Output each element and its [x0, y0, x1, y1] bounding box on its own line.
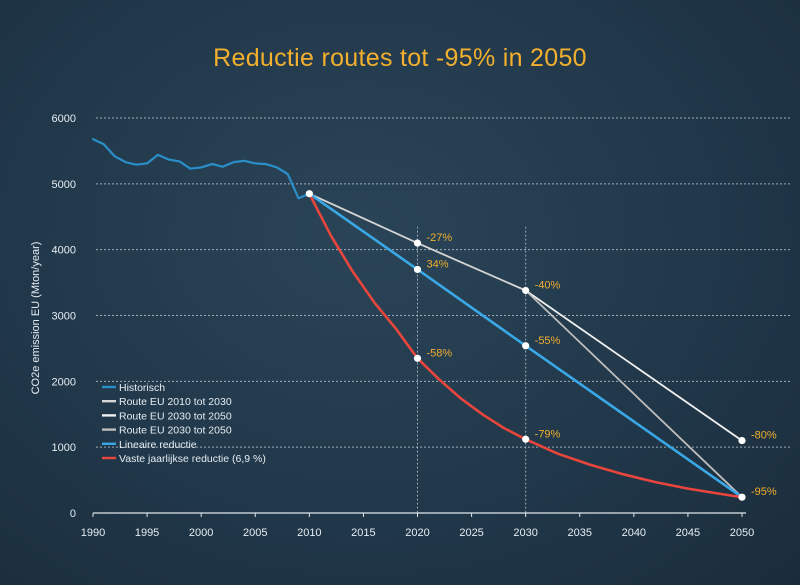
data-point	[522, 286, 530, 295]
y-tick-label: 0	[70, 508, 76, 520]
data-point	[738, 493, 746, 501]
x-tick-label: 2005	[243, 527, 267, 539]
legend-label: Vaste jaarlijkse reductie (6,9 %)	[119, 453, 266, 465]
series-line-0	[91, 138, 311, 200]
y-tick-label: 5000	[52, 179, 76, 191]
data-label: -27%	[427, 232, 453, 244]
legend-label: Route EU 2010 tot 2030	[119, 396, 232, 408]
legend-label: Route EU 2030 tot 2050	[119, 425, 232, 437]
y-axis-label: CO2e emission EU (Mton/year)	[30, 242, 42, 395]
data-label: 34%	[427, 258, 449, 270]
chart-title: Reductie routes tot -95% in 2050	[213, 44, 587, 72]
data-point	[522, 342, 530, 350]
data-label: -40%	[535, 279, 561, 291]
series-line-3	[524, 289, 743, 499]
series-line-2	[524, 289, 743, 442]
series-line-4	[308, 192, 744, 499]
series-group	[91, 138, 744, 499]
x-tick-label: 2015	[351, 527, 375, 539]
legend-label: Lineaire reductie	[119, 439, 197, 451]
legend-label: Route EU 2030 tot 2050	[119, 410, 232, 422]
data-point	[305, 190, 313, 198]
y-tick-label: 4000	[52, 245, 76, 257]
y-tick-label: 3000	[52, 311, 76, 323]
x-tick-label: 2010	[297, 527, 321, 539]
x-tick-label: 1995	[135, 527, 159, 539]
x-tick-label: 2040	[622, 527, 646, 539]
data-point	[413, 239, 422, 247]
x-tick-label: 2025	[459, 527, 483, 539]
x-tick-label: 2000	[189, 527, 213, 539]
y-tick-label: 6000	[52, 113, 76, 125]
data-point	[522, 435, 530, 443]
y-tick-label: 1000	[52, 442, 76, 454]
data-point	[413, 354, 422, 362]
x-tick-label: 2035	[568, 527, 592, 539]
legend-label: Historisch	[119, 382, 165, 394]
data-label: -55%	[535, 335, 561, 347]
data-label: -95%	[751, 486, 777, 498]
series-line-5	[308, 192, 744, 499]
grid	[96, 117, 792, 448]
axes: 0 1000 2000 3000 4000 5000 6000 1990 1995 2000 200…	[52, 113, 755, 539]
data-point	[738, 436, 746, 445]
data-label: -80%	[751, 430, 777, 442]
markers-group: -27% 34% -58% -40% -55% -79% -80% -95%	[305, 190, 777, 501]
x-tick-label: 1990	[81, 527, 105, 539]
x-tick-label: 2045	[676, 527, 700, 539]
x-tick-label: 2020	[405, 527, 429, 539]
x-tick-label: 2050	[730, 527, 754, 539]
y-tick-label: 2000	[52, 376, 76, 388]
data-point	[413, 265, 422, 274]
data-label: -79%	[535, 428, 561, 440]
data-label: -58%	[427, 347, 453, 359]
legend: Historisch Route EU 2010 tot 2030 Route EU…	[102, 382, 266, 465]
x-tick-label: 2030	[513, 527, 537, 539]
